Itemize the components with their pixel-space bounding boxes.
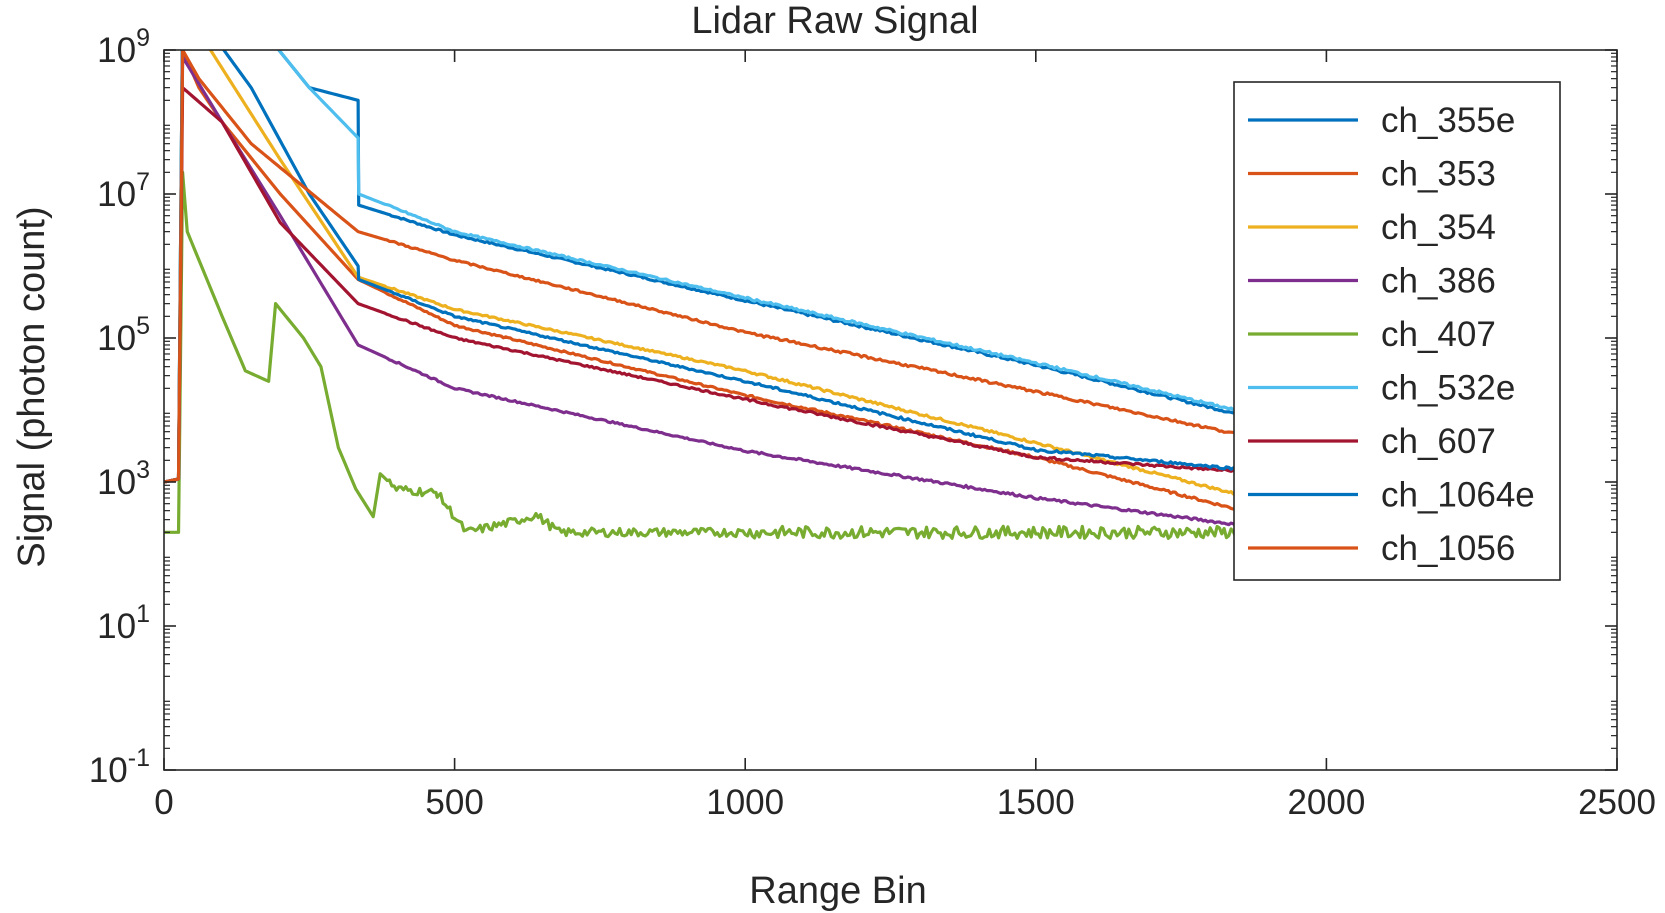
legend-label-ch-1064e: ch_1064e xyxy=(1381,476,1535,515)
legend-label-ch-1056: ch_1056 xyxy=(1381,529,1515,568)
x-tick-label: 2500 xyxy=(1578,783,1656,822)
y-tick-label: 103 xyxy=(97,456,150,502)
legend-label-ch-353: ch_353 xyxy=(1381,155,1496,194)
legend: ch_355e ch_353 ch_354 ch_386 ch_407 ch_532ech… xyxy=(1233,81,1561,581)
legend-label-ch-354: ch_354 xyxy=(1381,208,1496,247)
x-tick-label: 500 xyxy=(425,783,483,822)
axes-box xyxy=(163,49,1618,771)
series-line-ch-354 xyxy=(164,50,1244,497)
series-line-ch-407 xyxy=(164,170,1244,540)
series-line-ch-353 xyxy=(164,50,1244,513)
chart-title: Lidar Raw Signal xyxy=(691,0,978,42)
series-line-ch-607 xyxy=(164,86,1243,484)
x-tick-label: 2000 xyxy=(1287,783,1365,822)
legend-label-ch-532e: ch_532e xyxy=(1381,369,1515,408)
series-line-ch-1064e xyxy=(164,50,1243,484)
series-line-ch-532e xyxy=(164,50,1244,484)
axes: 0 500 1000 1500 2000 2500 10-1 101 103 105 107 109 xyxy=(89,24,1656,822)
x-tick-label: 1000 xyxy=(706,783,784,822)
legend-label-ch-407: ch_407 xyxy=(1381,315,1496,354)
y-tick-label: 10-1 xyxy=(89,744,150,790)
y-tick-label: 101 xyxy=(97,600,150,646)
x-tick-label: 1500 xyxy=(997,783,1075,822)
plot-area xyxy=(164,50,1244,540)
x-axis-label: Range Bin xyxy=(749,870,926,912)
series-line-ch-1056 xyxy=(164,50,1244,484)
series-line-ch-386 xyxy=(164,55,1243,528)
y-tick-label: 109 xyxy=(97,24,150,70)
y-tick-label: 105 xyxy=(97,312,150,358)
legend-box xyxy=(1233,81,1561,581)
series-line-ch-355e xyxy=(164,50,1243,484)
legend-label-ch-355e: ch_355e xyxy=(1381,101,1515,140)
y-tick-label: 107 xyxy=(97,168,150,214)
y-axis-label: Signal (photon count) xyxy=(11,206,53,567)
legend-label-ch-607: ch_607 xyxy=(1381,422,1496,461)
legend-label-ch-386: ch_386 xyxy=(1381,262,1496,301)
x-tick-label: 0 xyxy=(154,783,173,822)
